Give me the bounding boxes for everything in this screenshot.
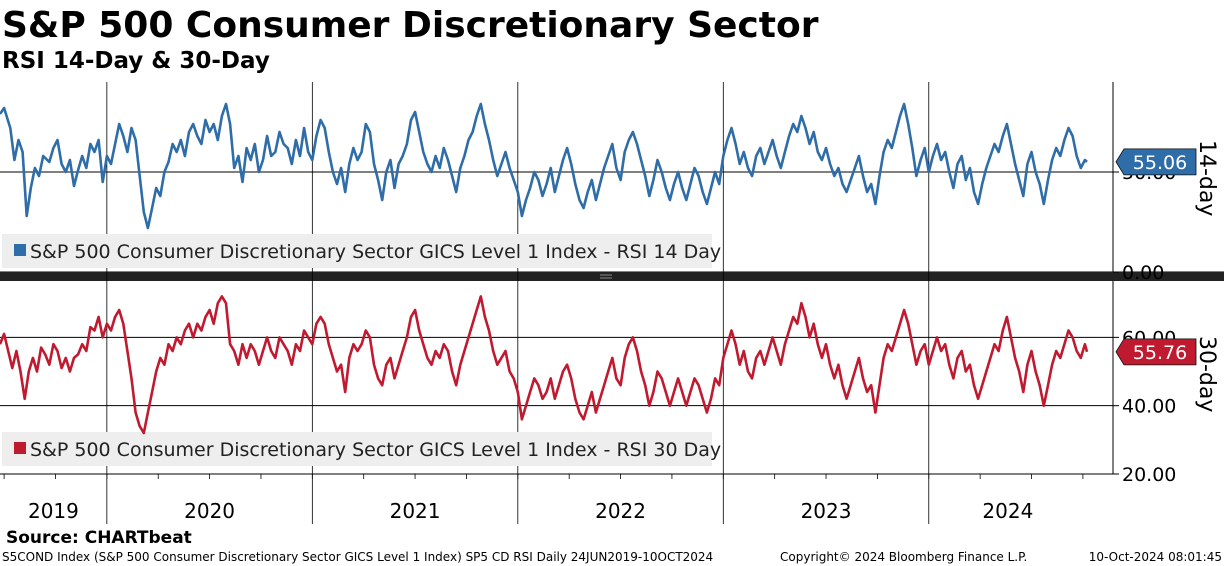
rsi14-value-badge-label: 55.06 — [1133, 152, 1187, 174]
chart-frames — [0, 82, 1224, 475]
rsi14-series-line — [0, 102, 1088, 230]
year-label: 2019 — [28, 499, 79, 523]
footer-timestamp: 10-Oct-2024 08:01:45 — [1089, 550, 1222, 564]
year-label: 2020 — [184, 499, 235, 523]
rsi30-legend-box — [2, 432, 712, 466]
footer-copyright: Copyright© 2024 Bloomberg Finance L.P. — [780, 550, 1027, 564]
footer-ticker-info: S5COND Index (S&P 500 Consumer Discretio… — [2, 550, 713, 564]
rsi14-legend-swatch — [14, 244, 26, 256]
panel-divider[interactable] — [0, 272, 1224, 281]
rsi30-panel-title: 30-day — [1194, 336, 1219, 412]
year-label: 2023 — [801, 499, 852, 523]
chart-title: S&P 500 Consumer Discretionary Sector — [2, 5, 819, 46]
year-label: 2024 — [982, 499, 1033, 523]
rsi30-legend-label: S&P 500 Consumer Discretionary Sector GI… — [30, 439, 721, 461]
rsi30-series-line — [0, 295, 1089, 435]
y-tick-label: 40.00 — [1122, 396, 1176, 418]
rsi14-legend-label: S&P 500 Consumer Discretionary Sector GI… — [30, 241, 721, 263]
rsi14-value-badge — [1115, 148, 1197, 176]
rsi30-legend-swatch — [14, 442, 26, 454]
y-tick-label: 0.00 — [1122, 262, 1164, 284]
series-group — [0, 102, 1089, 435]
chart-subtitle: RSI 14-Day & 30-Day — [2, 48, 270, 74]
year-label: 2021 — [390, 499, 441, 523]
year-label: 2022 — [595, 499, 646, 523]
rsi30-value-badge — [1115, 338, 1197, 366]
rsi14-panel-title: 14-day — [1194, 140, 1219, 216]
x-year-labels: 2019 2020 2021 2022 2023 2024 — [28, 499, 1033, 523]
rsi30-value-badge-label: 55.76 — [1133, 342, 1187, 364]
rsi14-legend-box — [2, 234, 712, 268]
y-tick-label: 20.00 — [1122, 464, 1176, 486]
value-badges: 55.06 55.76 — [1115, 148, 1197, 366]
source-label: Source: CHARTbeat — [6, 528, 192, 548]
